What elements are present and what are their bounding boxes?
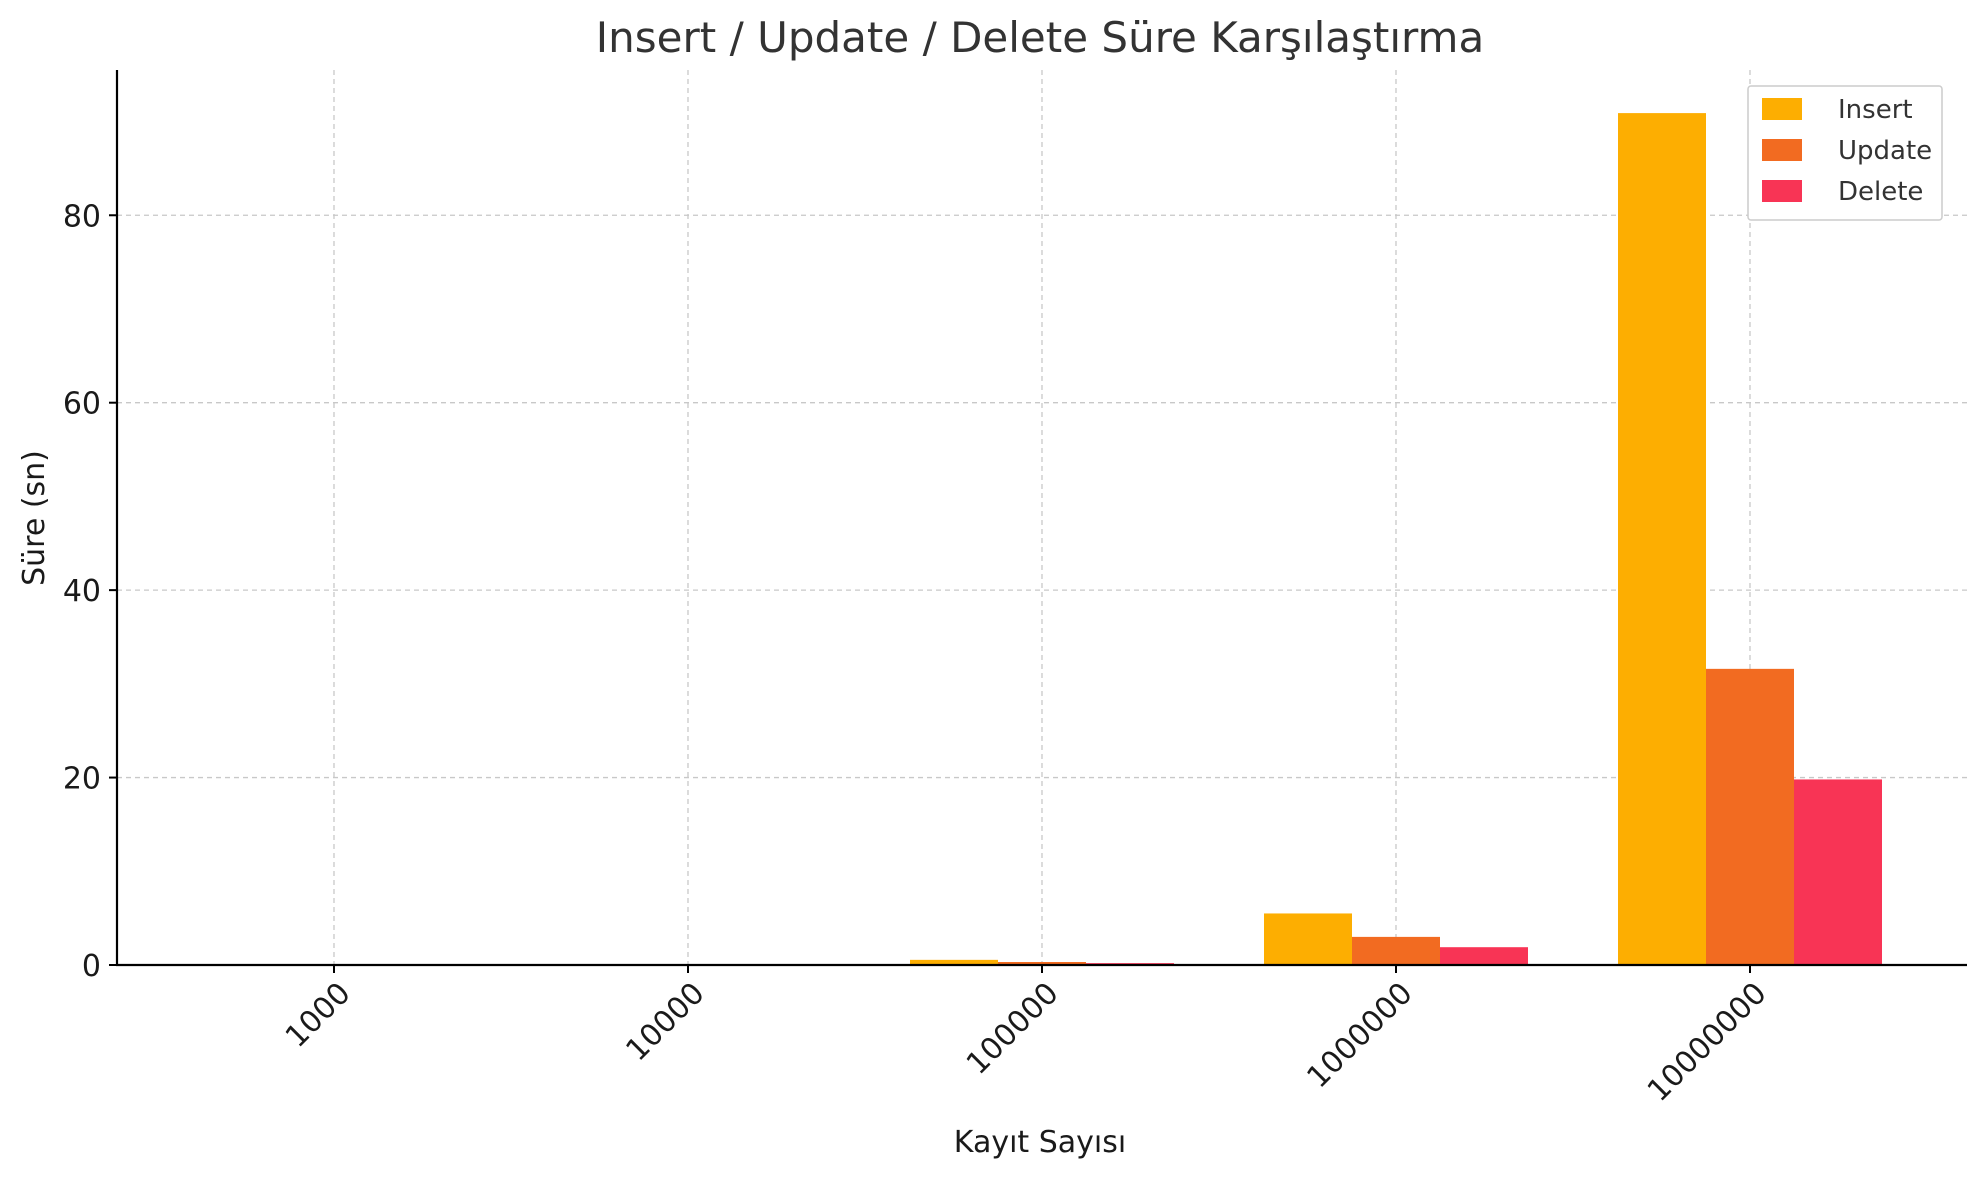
bar-update-10000000: [1706, 668, 1794, 965]
legend-label-update: Update: [1838, 136, 1932, 166]
legend-swatch-delete: [1762, 180, 1802, 202]
legend: Insert Update Delete: [1747, 85, 1943, 221]
bar-update-100000: [998, 962, 1086, 965]
chart-title: Insert / Update / Delete Süre Karşılaştı…: [596, 13, 1484, 62]
x-tick-label: 10000000: [1641, 976, 1774, 1109]
legend-label-insert: Insert: [1838, 95, 1913, 125]
bar-delete-1000000: [1440, 947, 1528, 965]
bars-layer: [202, 113, 1882, 966]
legend-swatch-insert: [1762, 98, 1802, 120]
bar-insert-10000000: [1618, 113, 1706, 966]
x-tick-label: 100000: [960, 976, 1066, 1082]
x-tick-label: 1000000: [1300, 976, 1419, 1095]
x-tick-label: 1000: [279, 976, 358, 1055]
ticks-layer: 0 20 40 60 80 1000 10000 100000 1000000 10000000: [63, 199, 1774, 1108]
y-tick-label: 40: [63, 574, 101, 609]
x-tick-label: 10000: [619, 976, 711, 1068]
y-tick-label: 60: [63, 387, 101, 422]
y-tick-label: 0: [82, 949, 101, 984]
y-axis-label: Süre (sn): [17, 450, 52, 586]
bar-insert-1000000: [1264, 913, 1352, 965]
bar-insert-100000: [910, 959, 998, 965]
legend-label-delete: Delete: [1838, 177, 1923, 207]
bar-update-1000000: [1352, 936, 1440, 965]
bar-delete-10000000: [1794, 779, 1882, 965]
y-tick-label: 20: [63, 762, 101, 797]
x-axis-label: Kayıt Sayısı: [954, 1125, 1126, 1160]
y-tick-label: 80: [63, 199, 101, 234]
legend-swatch-update: [1762, 139, 1802, 161]
